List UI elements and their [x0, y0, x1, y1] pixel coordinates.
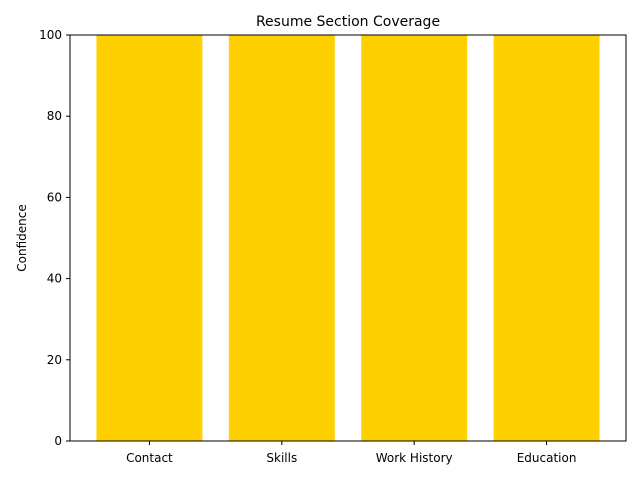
x-tick-label: Work History: [376, 451, 453, 465]
y-tick-label: 0: [54, 434, 62, 448]
plot-frame: [69, 34, 627, 442]
chart-title: Resume Section Coverage: [256, 14, 440, 30]
bar-work-history: [361, 35, 468, 441]
y-tick-label: 40: [47, 272, 62, 286]
bars-layer: [96, 35, 600, 441]
x-tick-label: Skills: [266, 451, 297, 465]
y-tick-label: 100: [39, 28, 62, 42]
y-axis-label: Confidence: [15, 204, 29, 271]
bar-skills: [228, 35, 335, 441]
x-tick-label: Education: [517, 451, 577, 465]
bar-education: [493, 35, 600, 441]
x-ticks: Contact Skills Work History Education: [126, 441, 576, 465]
y-tick-label: 20: [47, 353, 62, 367]
y-tick-label: 60: [47, 190, 62, 204]
bar-contact: [96, 35, 203, 441]
axes-layer: [69, 34, 627, 442]
x-tick-label: Contact: [126, 451, 173, 465]
y-tick-label: 80: [47, 109, 62, 123]
y-ticks: 0 20 40 60 80 100: [39, 28, 70, 448]
